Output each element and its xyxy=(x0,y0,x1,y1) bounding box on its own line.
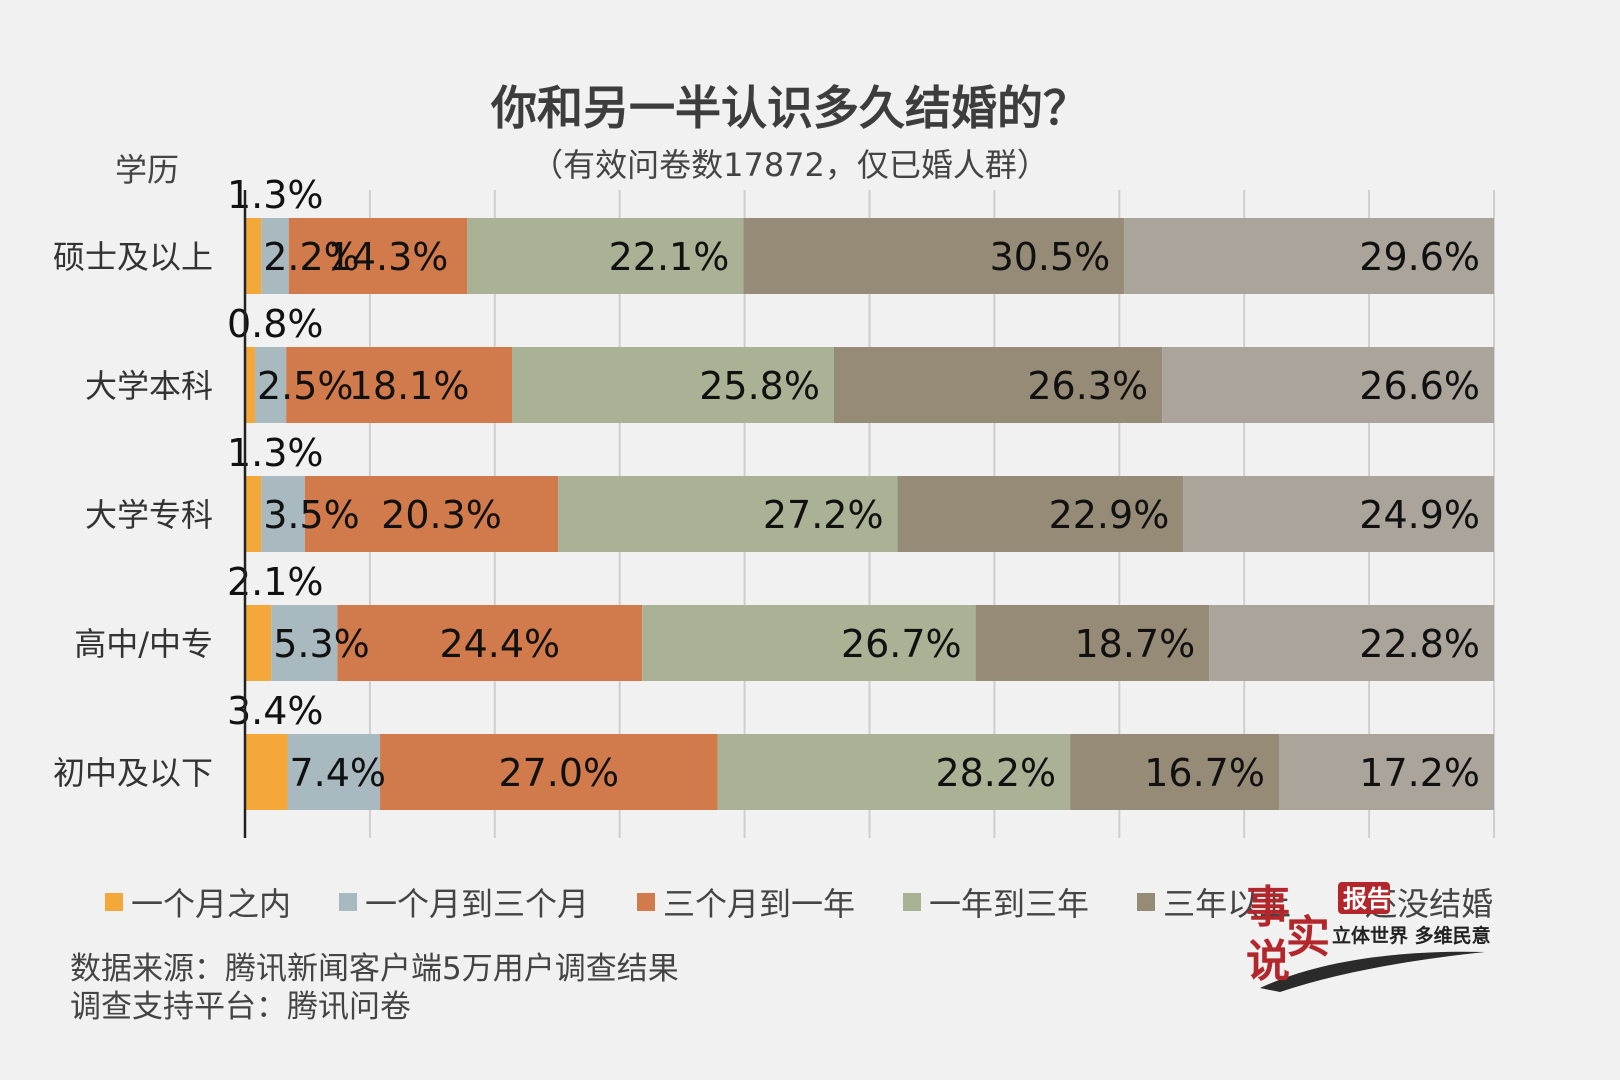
bar-segment xyxy=(467,218,744,294)
data-label: 2.5% xyxy=(257,364,354,408)
bar-segment xyxy=(245,605,272,681)
bar-segment xyxy=(245,347,255,423)
data-label: 1.3% xyxy=(227,431,324,475)
bar-segment xyxy=(1124,218,1494,294)
data-label: 14.3% xyxy=(328,235,449,279)
source-line: 调查支持平台：腾讯问卷 xyxy=(70,989,411,1025)
legend-item: 三个月到一年 xyxy=(637,879,855,925)
bar-segment xyxy=(558,476,898,552)
data-label: 18.7% xyxy=(1075,622,1196,666)
brush-stroke xyxy=(1260,951,1485,992)
bar-segment xyxy=(975,605,1210,681)
category-label: 硕士及以上 xyxy=(53,238,213,276)
data-label: 24.4% xyxy=(439,622,560,666)
source-line: 数据来源：腾讯新闻客户端5万用户调查结果 xyxy=(70,951,679,987)
legend-label: 三年以上 xyxy=(1163,885,1292,923)
bar-segment xyxy=(286,347,513,423)
bar-segment xyxy=(271,605,338,681)
bar-segment xyxy=(254,347,287,423)
bar-segment xyxy=(337,605,643,681)
category-label: 高中/中专 xyxy=(74,625,213,663)
data-label: 18.1% xyxy=(349,364,470,408)
data-label: 17.2% xyxy=(1359,751,1480,795)
legend-label: 一个月之内 xyxy=(131,885,292,923)
badge-box xyxy=(1338,882,1390,914)
data-label: 29.6% xyxy=(1359,235,1480,279)
data-label: 20.3% xyxy=(381,493,502,537)
legend-item: 一个月之内 xyxy=(105,879,291,925)
bar-segment xyxy=(245,734,288,810)
data-label: 2.1% xyxy=(227,560,324,604)
data-label: 27.0% xyxy=(498,751,619,795)
data-label: 30.5% xyxy=(990,235,1111,279)
data-label: 3.5% xyxy=(263,493,360,537)
data-label: 26.6% xyxy=(1359,364,1480,408)
bar-segment xyxy=(287,734,381,810)
data-label: 24.9% xyxy=(1359,493,1480,537)
legend-swatch xyxy=(1137,893,1156,911)
data-source-note: 数据来源：腾讯新闻客户端5万用户调查结果 调查支持平台：腾讯问卷 xyxy=(70,950,679,1026)
legend-swatch xyxy=(903,893,922,911)
bar-segment xyxy=(833,347,1163,423)
bar-segment xyxy=(1070,734,1279,810)
data-label: 5.3% xyxy=(273,622,370,666)
data-label: 28.2% xyxy=(935,751,1056,795)
bar-segment xyxy=(1278,734,1494,810)
bar-segment xyxy=(245,218,262,294)
legend-label: 一年到三年 xyxy=(929,885,1090,923)
bar-segment xyxy=(261,218,289,294)
data-label: 27.2% xyxy=(763,493,884,537)
bar-segment xyxy=(288,218,468,294)
data-label: 2.2% xyxy=(263,235,360,279)
data-label: 7.4% xyxy=(290,751,387,795)
chart-subtitle: （有效问卷数17872，仅已婚人群） xyxy=(531,146,1049,184)
data-label: 3.4% xyxy=(227,689,324,733)
bar-segment xyxy=(380,734,718,810)
legend-swatch xyxy=(637,893,656,911)
data-label: 16.7% xyxy=(1144,751,1265,795)
bar-segment xyxy=(245,476,262,552)
data-label: 0.8% xyxy=(227,302,324,346)
data-label: 1.3% xyxy=(227,173,324,217)
bar-segment xyxy=(304,476,559,552)
data-label: 22.8% xyxy=(1359,622,1480,666)
chart-title: 你和另一半认识多久结婚的？ xyxy=(491,81,1089,135)
bar-segment xyxy=(897,476,1184,552)
bar-segment xyxy=(261,476,305,552)
bar-segment xyxy=(1209,605,1494,681)
brand-logo: 事 实 说 报告 立体世界 多维民意 xyxy=(1246,882,1490,992)
category-label: 大学专科 xyxy=(85,496,213,534)
data-label: 25.8% xyxy=(699,364,820,408)
data-label: 26.3% xyxy=(1027,364,1148,408)
bar-segment xyxy=(1183,476,1494,552)
slogan-text: 立体世界 多维民意 xyxy=(1332,924,1490,947)
logo-char: 事 xyxy=(1246,882,1290,933)
legend-swatch xyxy=(105,893,123,911)
bar-segment xyxy=(743,218,1125,294)
legend-label: 三个月到一年 xyxy=(663,885,856,923)
legend-swatch xyxy=(339,893,358,911)
data-label: 22.9% xyxy=(1049,493,1170,537)
data-label: 22.1% xyxy=(609,235,730,279)
bar-segment xyxy=(717,734,1071,810)
data-label: 26.7% xyxy=(841,622,962,666)
legend-item: 三年以上 xyxy=(1137,879,1291,925)
logo-char: 说 xyxy=(1246,936,1290,987)
category-label: 大学本科 xyxy=(85,367,213,405)
legend-item: 一个月到三个月 xyxy=(339,879,589,925)
y-axis-title: 学历 xyxy=(115,151,180,189)
badge-text: 报告 xyxy=(1343,885,1391,913)
bar-segment xyxy=(512,347,834,423)
category-label: 初中及以下 xyxy=(53,754,213,792)
logo-char: 实 xyxy=(1286,912,1330,963)
legend-label: 一个月到三个月 xyxy=(365,885,590,923)
legend-item: 一年到三年 xyxy=(903,879,1089,925)
bar-segment xyxy=(642,605,976,681)
bar-segment xyxy=(1162,347,1494,423)
